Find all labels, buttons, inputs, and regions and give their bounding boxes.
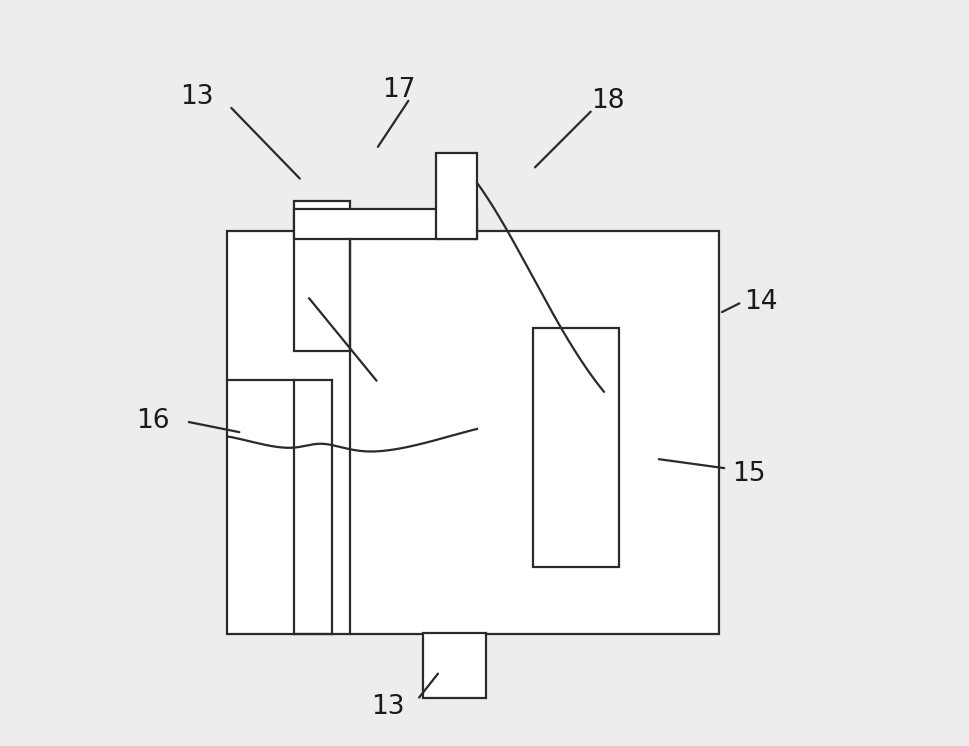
Bar (295, 209, 477, 239)
Text: 15: 15 (733, 461, 766, 486)
Text: 16: 16 (136, 409, 170, 434)
Text: 18: 18 (591, 88, 624, 113)
Bar (295, 201, 350, 351)
Text: 13: 13 (371, 695, 404, 720)
Text: 14: 14 (744, 289, 777, 315)
Text: 13: 13 (180, 84, 214, 110)
Bar (422, 633, 486, 698)
Bar (227, 231, 720, 634)
Bar (533, 328, 619, 567)
Bar (436, 153, 477, 239)
Text: 17: 17 (382, 77, 416, 102)
